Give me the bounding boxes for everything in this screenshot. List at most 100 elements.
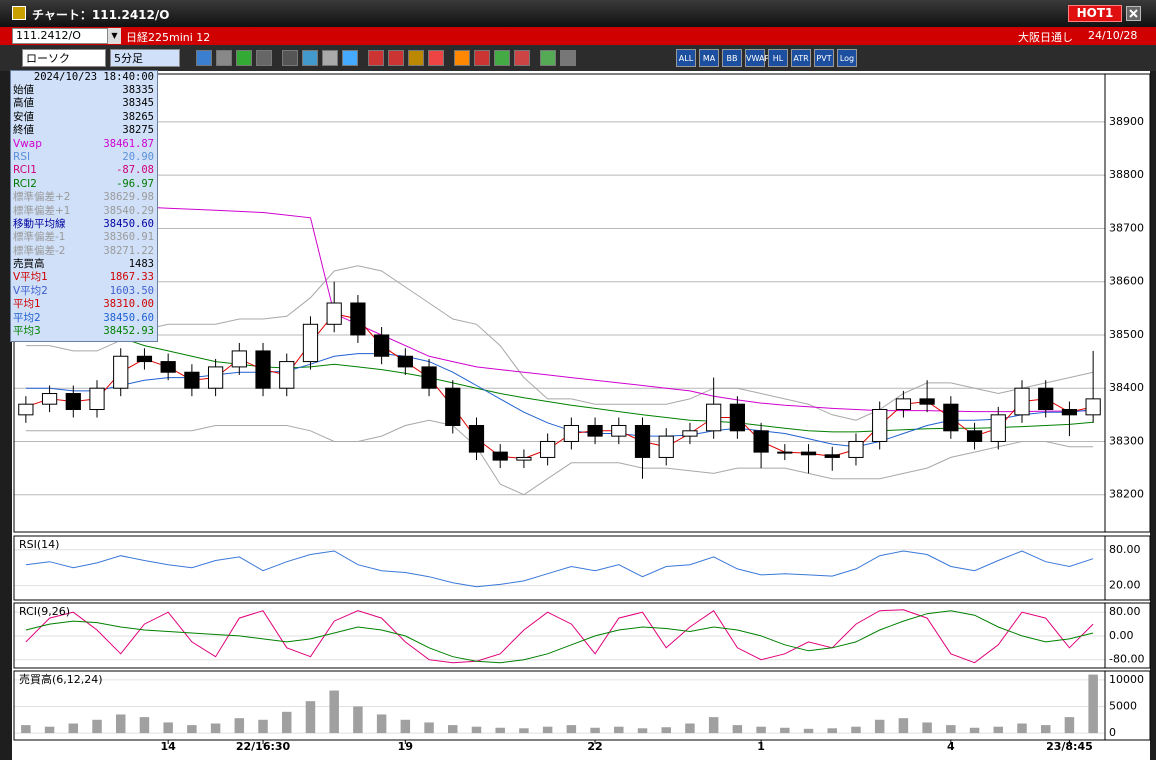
candle-body xyxy=(634,424,651,458)
toolbar-icon[interactable] xyxy=(302,50,318,66)
info-row: 終値 38275 xyxy=(11,124,157,137)
volume-bar xyxy=(708,717,719,734)
series-line xyxy=(25,609,1094,664)
title-bar: チャート：111.2412/O HOT1 xyxy=(0,0,1156,27)
y-tick-label: 38800 xyxy=(1109,168,1144,181)
toolbar-icon[interactable] xyxy=(322,50,338,66)
volume-bar xyxy=(139,717,150,734)
toolbar-icon[interactable] xyxy=(428,50,444,66)
volume-bar xyxy=(803,728,814,734)
x-tick-label: 19 xyxy=(398,740,413,753)
candle-body xyxy=(563,424,579,442)
y-tick-label: 0 xyxy=(1109,726,1116,739)
info-value: 38335 xyxy=(122,84,154,96)
candle-body xyxy=(326,302,342,325)
candle-body xyxy=(350,302,366,336)
y-tick-label: 20.00 xyxy=(1109,579,1141,592)
plot-background xyxy=(12,71,1150,760)
info-value: 1483 xyxy=(128,258,154,271)
volume-bar xyxy=(400,719,411,734)
y-tick-label: 38700 xyxy=(1109,221,1144,234)
info-value: 38265 xyxy=(122,110,154,123)
volume-bar xyxy=(210,723,221,734)
chart-type-select[interactable]: ローソク xyxy=(22,49,106,67)
toolbar-icon[interactable] xyxy=(256,50,272,66)
x-tick-label: 22/16:30 xyxy=(236,740,291,753)
volume-bar xyxy=(1088,674,1098,734)
toolbar-icon[interactable] xyxy=(216,50,232,66)
info-value: 1867.33 xyxy=(109,271,154,284)
info-row: 安値 38265 xyxy=(11,111,157,124)
session: 大阪日通し xyxy=(1018,31,1073,44)
candle-body xyxy=(658,435,674,458)
info-row: 平均1 38310.00 xyxy=(11,298,157,311)
toolbar-icon[interactable] xyxy=(494,50,510,66)
volume-bar xyxy=(542,726,553,734)
toolbar-icon[interactable] xyxy=(388,50,404,66)
y-tick-label: 38500 xyxy=(1109,328,1144,341)
panel-frame xyxy=(13,670,1151,741)
candle-body xyxy=(611,424,627,437)
toolbar-icon[interactable] xyxy=(342,50,358,66)
toolbar-button[interactable]: ATR xyxy=(791,49,811,67)
toolbar-button[interactable]: BB xyxy=(722,49,742,67)
dropdown-arrow[interactable]: ▼ xyxy=(108,28,121,44)
symbol-bar: 111.2412/O ▼ 日経225mini 12 大阪日通し 24/10/28 xyxy=(0,27,1156,45)
candle-body xyxy=(65,393,81,411)
toolbar-icon[interactable] xyxy=(540,50,556,66)
volume-bar xyxy=(92,719,102,734)
toolbar-icon[interactable] xyxy=(514,50,530,66)
info-label: Vwap xyxy=(13,137,42,150)
candle-body xyxy=(136,355,153,363)
hot-badge[interactable]: HOT1 xyxy=(1068,5,1122,22)
candle-body xyxy=(89,387,105,411)
candle-body xyxy=(800,451,817,456)
toolbar-button[interactable]: ALL xyxy=(676,49,696,67)
candle-body xyxy=(184,371,200,389)
toolbar-icon[interactable] xyxy=(454,50,470,66)
candle-body xyxy=(1061,409,1078,416)
toolbar-icon[interactable] xyxy=(282,50,298,66)
info-row: V平均2 1603.50 xyxy=(11,285,157,298)
panel-title: RSI(14) xyxy=(19,538,59,551)
toolbar-icon[interactable] xyxy=(236,50,252,66)
toolbar-icon[interactable] xyxy=(560,50,576,66)
toolbar-button[interactable]: HL xyxy=(768,49,788,67)
toolbar-icon[interactable] xyxy=(474,50,490,66)
instrument-name: 日経225mini 12 xyxy=(126,31,211,44)
candle-body xyxy=(160,361,176,373)
toolbar-button[interactable]: VWAP xyxy=(745,49,769,67)
y-tick-label: 38400 xyxy=(1109,381,1144,394)
info-label: RSI xyxy=(13,150,31,163)
x-tick-label: 23/8:45 xyxy=(1046,740,1093,753)
toolbar-icon[interactable] xyxy=(196,50,212,66)
volume-bar xyxy=(590,727,600,734)
toolbar-icon[interactable] xyxy=(408,50,424,66)
y-tick-label: 38200 xyxy=(1109,488,1144,501)
info-label: RCI2 xyxy=(13,177,37,190)
app-icon xyxy=(12,6,26,20)
info-value: 20.90 xyxy=(122,150,154,163)
info-value: 38461.87 xyxy=(103,137,154,150)
candle-body xyxy=(397,355,413,368)
symbol-input[interactable]: 111.2412/O xyxy=(12,28,108,44)
interval-select[interactable]: 5分足 xyxy=(110,49,180,67)
volume-bar xyxy=(44,726,55,734)
info-row: RCI2 -96.97 xyxy=(11,178,157,191)
y-tick-label: 10000 xyxy=(1109,673,1144,686)
toolbar-icon[interactable] xyxy=(368,50,384,66)
series-line xyxy=(25,550,1094,588)
info-label: 平均2 xyxy=(13,311,41,324)
volume-bar xyxy=(1064,717,1075,734)
volume-bar xyxy=(234,718,245,734)
volume-bar xyxy=(471,726,482,734)
info-value: -87.08 xyxy=(116,164,154,177)
toolbar-button[interactable]: Log xyxy=(837,49,857,67)
volume-bar xyxy=(163,722,173,734)
toolbar-button[interactable]: MA xyxy=(699,49,719,67)
x-tick-label: 1 xyxy=(757,740,765,753)
toolbar-button[interactable]: PVT xyxy=(814,49,834,67)
close-button[interactable] xyxy=(1126,6,1141,21)
volume-bar xyxy=(424,722,434,734)
